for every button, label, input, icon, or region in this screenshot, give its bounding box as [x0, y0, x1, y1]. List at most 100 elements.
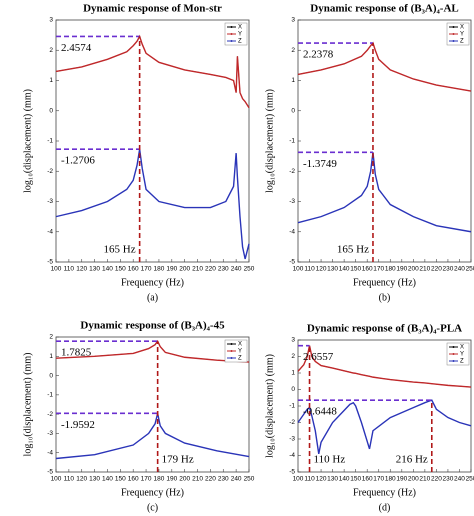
x-tick-label: 120	[76, 266, 87, 273]
x-tick-label: 190	[166, 266, 177, 273]
y-tick-label: 2	[291, 47, 295, 54]
x-tick-label: 100	[51, 266, 62, 273]
x-tick-label: 130	[89, 476, 100, 483]
panel-label: (a)	[147, 292, 158, 303]
y-tick-label: 2	[49, 47, 53, 54]
y-axis-label: log₁₀(displacement) (mm)	[264, 89, 275, 193]
legend-marker	[230, 33, 233, 35]
y-tick-label: -3	[289, 436, 295, 443]
legend-marker	[452, 346, 455, 348]
series-line	[55, 34, 250, 109]
y-tick-label: 0	[291, 386, 295, 393]
legend-label: Y	[460, 32, 464, 38]
x-tick-label: 230	[443, 476, 454, 483]
y-axis-label: log₁₀(displacement) (mm)	[264, 354, 275, 458]
x-tick-label: 220	[205, 476, 216, 483]
y-tick-label: -4	[47, 228, 53, 235]
x-tick-label: 250	[466, 476, 474, 483]
peak-label: -1.2706	[61, 155, 95, 167]
y-tick-label: -4	[47, 449, 53, 456]
y-tick-label: -5	[289, 259, 295, 266]
y-tick-label: 1	[291, 77, 295, 84]
x-tick-label: 240	[454, 266, 465, 273]
x-tick-label: 160	[362, 476, 373, 483]
y-tick-label: -3	[289, 198, 295, 205]
y-tick-label: 1	[291, 370, 295, 377]
x-tick-label: 250	[466, 266, 474, 273]
y-tick-label: 2	[49, 334, 53, 341]
y-tick-label: 1	[49, 77, 53, 84]
series-line	[297, 41, 472, 92]
legend-label: Y	[238, 349, 242, 355]
panel-label: (c)	[147, 502, 158, 513]
y-tick-label: -4	[289, 228, 295, 235]
y-tick-label: -2	[47, 168, 53, 175]
x-tick-label: 190	[166, 476, 177, 483]
panel-label: (d)	[379, 502, 391, 513]
x-tick-label: 130	[327, 266, 338, 273]
x-axis-label: Frequency (Hz)	[353, 277, 416, 288]
x-tick-label: 220	[431, 476, 442, 483]
y-tick-label: -5	[289, 469, 295, 476]
x-tick-label: 170	[373, 476, 384, 483]
chart-title: Dynamic response of (B₃A)₄-45	[80, 320, 225, 332]
y-tick-label: 3	[291, 17, 295, 24]
x-tick-label: 170	[141, 476, 152, 483]
x-axis-label: Frequency (Hz)	[353, 487, 416, 498]
legend-marker	[230, 26, 233, 28]
peak-label: -1.9592	[61, 419, 95, 431]
legend-label: X	[460, 25, 464, 31]
chart-title: Dynamic response of Mon-str	[83, 3, 222, 15]
x-tick-label: 110	[304, 476, 315, 483]
y-tick-label: -1	[289, 138, 295, 145]
x-tick-label: 240	[231, 476, 242, 483]
x-tick-label: 130	[89, 266, 100, 273]
x-tick-label: 230	[218, 476, 229, 483]
legend-label: Z	[238, 39, 242, 45]
legend-label: Y	[238, 32, 242, 38]
y-tick-label: -3	[47, 430, 53, 437]
peak-label: 2.2378	[303, 49, 334, 61]
legend-label: Y	[460, 352, 464, 358]
x-tick-label: 180	[385, 476, 396, 483]
series-line	[55, 149, 250, 260]
x-tick-label: 200	[408, 476, 419, 483]
peak-label: -1.3749	[303, 158, 337, 170]
x-tick-label: 150	[350, 266, 361, 273]
x-tick-label: 170	[141, 266, 152, 273]
y-tick-label: -4	[289, 452, 295, 459]
chart-title: Dynamic response of (B₃A)₄-PLA	[307, 323, 462, 335]
x-tick-label: 160	[128, 266, 139, 273]
x-tick-label: 200	[179, 476, 190, 483]
legend-marker	[452, 360, 455, 362]
y-tick-label: -5	[47, 259, 53, 266]
x-tick-label: 180	[154, 266, 165, 273]
legend-marker	[230, 350, 233, 352]
x-tick-label: 210	[192, 266, 203, 273]
x-tick-label: 120	[316, 266, 327, 273]
x-tick-label: 200	[408, 266, 419, 273]
x-tick-label: 140	[102, 266, 113, 273]
x-tick-label: 130	[327, 476, 338, 483]
x-tick-label: 100	[293, 476, 304, 483]
y-tick-label: 3	[49, 17, 53, 24]
legend-marker	[452, 40, 455, 42]
x-tick-label: 210	[419, 476, 430, 483]
y-tick-label: 2	[291, 353, 295, 360]
y-tick-label: -1	[47, 392, 53, 399]
x-tick-label: 230	[443, 266, 454, 273]
y-tick-label: 3	[291, 337, 295, 344]
legend-marker	[230, 40, 233, 42]
x-tick-label: 160	[128, 476, 139, 483]
x-tick-label: 100	[51, 476, 62, 483]
chart-title: Dynamic response of (B₃A)₄-AL	[310, 3, 458, 15]
peak-label: 1.7825	[61, 347, 92, 359]
x-tick-label: 120	[76, 476, 87, 483]
x-tick-label: 250	[244, 266, 255, 273]
x-tick-label: 110	[64, 476, 75, 483]
frequency-label: 216 Hz	[396, 454, 428, 466]
plot-area	[55, 19, 250, 263]
x-tick-label: 200	[179, 266, 190, 273]
x-tick-label: 210	[419, 266, 430, 273]
series-line	[297, 399, 472, 454]
